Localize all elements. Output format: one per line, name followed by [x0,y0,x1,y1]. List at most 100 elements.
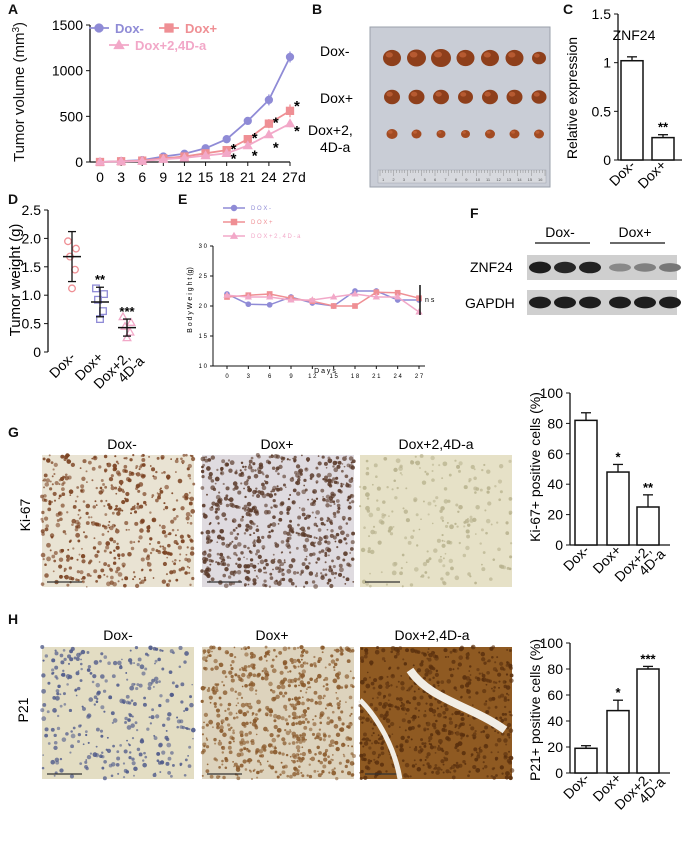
ihc-p21-dox-plus-cell [248,672,253,677]
tumor-highlight [386,91,393,97]
ihc-ki67-dox24d-cell [418,467,421,469]
ihc-p21-dox-plus-cell [271,737,277,743]
ihc-p21-dox-minus-cell [42,703,47,707]
ihc-p21-dox-plus-cell [250,741,255,746]
ihc-p21-dox24d-cell [388,708,392,711]
ihc-p21-dox-minus-cell [82,706,86,711]
ihc-p21-dox24d-cell [417,688,420,690]
ihc-ki67-dox-plus-cell [281,460,283,463]
ihc-p21-dox-minus-cell [95,727,100,732]
ihc-p21-dox24d-cell [359,741,363,745]
ihc-ki67-dox-plus-cell [288,551,292,554]
data-point [308,296,316,303]
ihc-p21-dox24d-cell [423,772,427,776]
ihc-p21-dox24d-cell [364,651,369,655]
ruler-number: 1 [382,177,385,182]
ihc-p21-dox-plus-cell [350,773,354,778]
ihc-p21-dox24d-cell [372,732,375,735]
tumor [534,129,544,139]
ihc-ki67-dox-minus-cell [192,482,196,486]
ihc-p21-dox24d-cell [508,756,510,759]
ihc-p21-dox-plus-cell [271,690,276,694]
ihc-p21-dox-plus-cell [235,716,239,719]
ihc-p21-dox24d-cell [447,656,450,658]
ihc-p21-dox-plus-cell [292,759,296,764]
ihc-ki67-dox24d-cell [484,509,487,512]
ihc-p21-dox-minus-cell [143,696,147,700]
ihc-p21-dox-minus-cell [63,657,67,662]
ihc-p21-dox-minus-cell [132,701,137,706]
ihc-ki67-dox-minus-cell [60,476,65,481]
ihc-ki67-dox-minus-cell [76,495,79,498]
ihc-p21-dox-minus-cell [82,743,85,746]
ihc-ki67-dox-minus-cell [188,497,191,500]
y-tick-label: 0.5 [22,316,42,332]
ihc-p21-dox-minus-cell [41,766,45,770]
ihc-p21-dox-plus-cell [278,751,282,755]
ihc-p21-dox24d-cell [432,676,435,680]
ihc-p21-dox-plus-cell [314,752,317,756]
ihc-ki67-dox24d-cell [361,579,367,584]
ihc-p21-dox-plus-cell [308,774,313,779]
ihc-ki67-dox-plus-cell [240,482,243,485]
ihc-p21-dox-plus-cell [322,738,326,742]
ihc-p21-dox-plus-cell [335,732,341,738]
ihc-ki67-dox-plus-cell [292,571,297,575]
ihc-p21-dox-plus-cell [244,647,247,650]
ihc-ki67-dox-minus-cell [100,479,104,482]
ihc-p21-dox-minus-cell [184,758,188,762]
ihc-ki67-dox-minus-cell [111,511,115,515]
ihc-ki67-dox-minus-cell [48,454,51,457]
ihc-ki67-dox-plus-cell [221,459,226,464]
ihc-p21-dox-plus-cell [283,704,288,709]
ihc-ki67-dox-minus-cell [72,547,75,550]
ihc-ki67-dox-minus-cell [117,507,122,512]
ihc-p21-dox-plus-cell [350,752,354,756]
ihc-p21-dox-plus-cell [298,739,303,744]
ihc-ki67-dox-plus-cell [317,528,322,532]
ihc-ki67-dox-plus-cell [345,577,350,582]
ihc-p21-dox-minus-cell [127,658,133,663]
ihc-ki67-dox-plus-cell [350,540,355,545]
ihc-ki67-dox-minus-cell [186,546,189,549]
data-point [68,284,76,293]
ihc-ki67-dox24d-cell [430,455,435,461]
tumor-volume-ylabel: Tumor volume (mm3) [11,22,29,162]
ihc-p21-dox-minus-cell [56,714,60,718]
x-tick-label: 27 [282,169,298,185]
ihc-p21-dox-minus-cell [112,718,118,723]
ihc-p21-dox24d-cell [503,755,507,758]
ihc-ki67-dox-minus-cell [123,464,128,469]
ihc-ki67-dox24d-cell [481,468,484,472]
ihc-ki67-dox-plus-cell [345,522,349,525]
ihc-ki67-dox-minus-cell [145,556,151,561]
ihc-p21-dox-minus-cell [110,711,115,716]
ihc-p21-dox-plus-cell [255,713,258,716]
ihc-ki67-dox24d-cell [396,486,399,490]
ihc-p21-dox-plus-cell [317,673,322,679]
ihc-p21-dox-plus-cell [234,690,238,694]
ihc-p21-dox-minus-cell [93,703,96,706]
ihc-ki67-dox-minus-cell [186,565,189,568]
ihc-p21-dox-plus-cell [311,732,316,737]
ihc-p21-dox24d-cell [445,769,450,774]
ihc-ki67-dox24d-cell [489,577,493,581]
ihc-p21-dox-minus-cell [55,689,60,693]
ihc-ki67-dox-plus-cell [282,483,286,487]
ihc-ki67-dox-minus-cell [68,489,74,494]
ihc-ki67-dox24d-cell [435,496,439,500]
ihc-ki67-dox-plus-cell [337,572,343,577]
ihc-p21-dox24d-cell [427,653,430,656]
ihc-ki67-dox-plus-cell [203,569,208,574]
ihc-p21-dox-plus-cell [287,646,291,650]
ihc-ki67-dox24d-cell [382,500,386,504]
ihc-p21-dox24d-cell [484,725,488,730]
ihc-ki67-dox-plus-cell [211,501,216,506]
ihc-p21-dox24d-cell [482,767,485,770]
ihc-p21-dox-plus-cell [217,741,223,746]
ihc-ki67-dox-plus-cell [240,517,244,522]
ihc-p21-dox-plus-cell [326,721,331,726]
ihc-p21-dox24d-cell [419,758,423,762]
ihc-ki67-dox-plus-cell [307,534,311,538]
ihc-p21-dox-plus-cell [271,658,275,662]
